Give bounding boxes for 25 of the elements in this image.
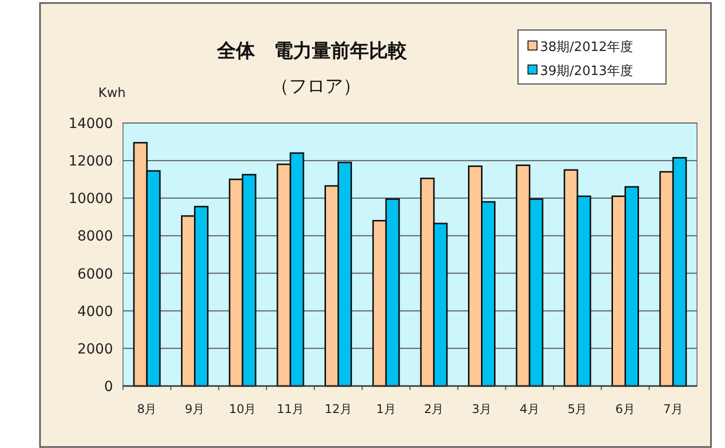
- y-tick-label: 4000: [77, 304, 113, 320]
- y-tick-label: 14000: [68, 116, 113, 132]
- x-tick-label: 3月: [472, 402, 492, 416]
- x-tick-label: 10月: [228, 402, 256, 416]
- y-tick-label: 2000: [77, 341, 113, 358]
- x-tick-label: 4月: [520, 402, 540, 416]
- x-tick-label: 12月: [324, 402, 352, 416]
- legend-label: 38期/2012年度: [540, 39, 634, 55]
- x-tick-label: 5月: [568, 402, 588, 416]
- y-tick-label: 8000: [77, 228, 113, 245]
- y-tick-label: 12000: [68, 154, 113, 170]
- x-tick-label: 9月: [184, 402, 205, 416]
- x-tick-label: 1月: [376, 402, 396, 416]
- x-tick-label: 8月: [137, 402, 157, 416]
- y-axis-title: Kwh: [98, 86, 126, 101]
- x-tick-label: 11月: [276, 402, 304, 416]
- x-tick-label: 6月: [615, 402, 636, 416]
- x-tick-label: 2月: [424, 402, 444, 416]
- y-tick-label: 6000: [77, 266, 113, 282]
- chart-subtitle: （フロア）: [271, 76, 361, 97]
- chart-title: 全体 電力量前年比較: [216, 40, 408, 62]
- y-tick-label: 10000: [68, 191, 113, 208]
- legend-label: 39期/2013年度: [540, 63, 634, 79]
- y-tick-label: 0: [104, 379, 113, 395]
- x-tick-label: 7月: [663, 402, 683, 416]
